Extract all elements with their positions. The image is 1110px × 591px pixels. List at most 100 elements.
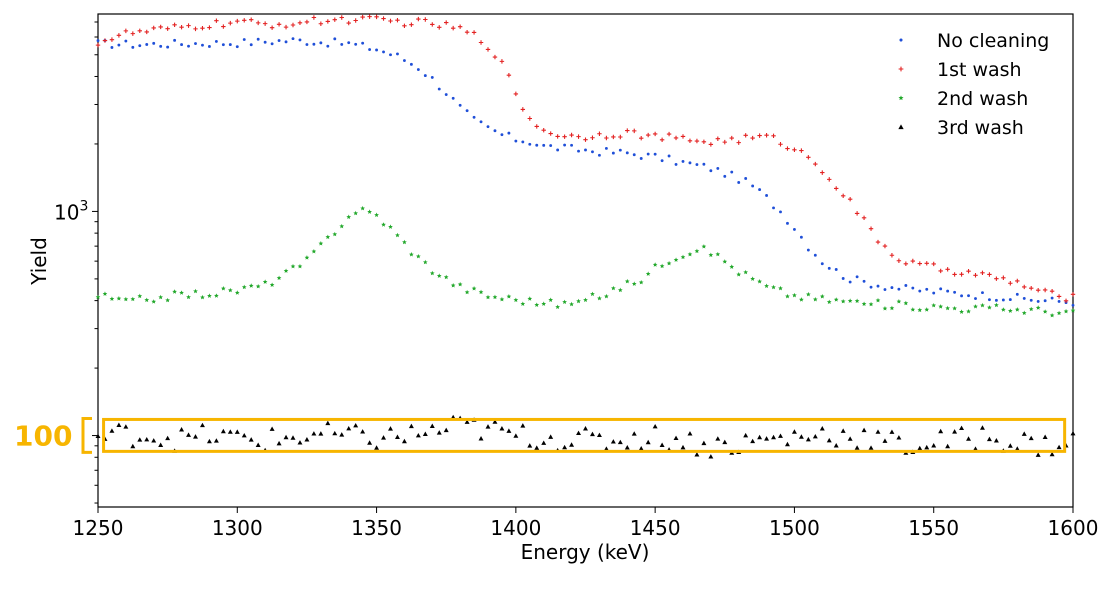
data-point	[535, 143, 539, 147]
data-point	[624, 278, 630, 284]
data-point	[165, 26, 170, 31]
data-point	[284, 40, 288, 44]
data-point	[408, 423, 414, 429]
data-point	[201, 43, 204, 47]
data-point	[241, 284, 247, 290]
data-point	[486, 125, 490, 129]
data-point	[249, 17, 254, 22]
data-point	[548, 434, 554, 439]
data-point	[826, 299, 832, 305]
data-point	[736, 140, 741, 145]
data-point	[325, 420, 331, 426]
data-point	[868, 301, 874, 307]
data-point	[743, 133, 748, 138]
data-point	[485, 424, 491, 429]
data-point	[847, 196, 853, 202]
data-point	[318, 431, 324, 436]
data-point	[325, 234, 331, 240]
data-point	[750, 135, 755, 141]
data-point	[361, 41, 365, 45]
data-point	[826, 437, 832, 443]
data-point	[610, 439, 616, 444]
data-point	[577, 149, 580, 153]
data-point	[792, 147, 797, 152]
data-point	[513, 91, 519, 97]
data-point	[953, 290, 957, 294]
data-point	[778, 285, 783, 291]
data-point	[645, 271, 651, 276]
data-point	[702, 162, 706, 166]
highlight-box	[102, 417, 1067, 453]
data-point	[221, 24, 226, 29]
data-point	[360, 429, 366, 434]
x-axis-title: Energy (keV)	[521, 540, 650, 564]
data-point	[604, 146, 608, 150]
data-point	[493, 129, 497, 133]
data-point	[785, 146, 790, 151]
data-point	[499, 426, 505, 431]
data-point	[827, 266, 831, 270]
data-point	[847, 436, 853, 441]
data-point	[757, 133, 762, 138]
data-point	[939, 287, 943, 291]
data-point	[1035, 288, 1041, 293]
data-point	[395, 232, 400, 238]
data-point	[569, 132, 574, 138]
data-point	[792, 292, 797, 298]
data-point	[137, 293, 143, 299]
data-point	[667, 154, 671, 158]
data-point	[764, 283, 769, 289]
data-point	[353, 18, 358, 23]
data-point	[326, 44, 330, 48]
data-point	[520, 423, 526, 428]
data-point	[166, 45, 170, 49]
data-point	[771, 434, 777, 440]
data-point	[394, 434, 400, 439]
data-point	[959, 272, 964, 277]
data-point	[478, 289, 484, 295]
data-point	[228, 20, 233, 26]
series-3rd-wash	[95, 414, 1076, 459]
data-point	[563, 143, 567, 147]
legend-label: No cleaning	[937, 30, 1049, 52]
data-point	[1042, 287, 1048, 293]
data-point	[311, 248, 317, 254]
data-point	[903, 300, 909, 306]
data-point	[973, 446, 978, 451]
data-point	[736, 272, 742, 277]
data-point	[542, 143, 546, 147]
data-point	[1063, 308, 1069, 314]
data-point	[819, 426, 825, 431]
data-point	[1070, 430, 1076, 436]
data-point	[875, 239, 881, 245]
data-point	[193, 26, 198, 32]
data-point	[276, 22, 282, 27]
data-point	[262, 21, 268, 26]
data-point	[569, 301, 574, 307]
data-point	[305, 43, 309, 46]
data-point	[213, 438, 219, 443]
data-point	[549, 144, 553, 147]
data-point	[436, 273, 442, 278]
data-point	[993, 438, 999, 443]
legend: No cleaning 1st wash 2nd wash 3rd wash	[898, 30, 1049, 139]
data-point	[617, 439, 623, 445]
data-point	[123, 296, 129, 302]
data-point	[312, 42, 316, 46]
data-point	[576, 134, 581, 139]
data-point	[576, 430, 582, 436]
data-point	[138, 44, 142, 48]
data-point	[868, 226, 874, 231]
data-point	[931, 443, 937, 448]
data-point	[534, 302, 540, 307]
data-point	[479, 120, 483, 124]
x-tick-label: 1400	[490, 516, 541, 540]
data-point	[715, 136, 721, 141]
data-point	[346, 425, 352, 431]
x-tick-label: 1350	[351, 516, 402, 540]
data-point	[687, 138, 693, 143]
data-point	[918, 289, 922, 293]
data-point	[946, 289, 950, 293]
data-point	[840, 298, 846, 304]
data-point	[109, 428, 115, 433]
